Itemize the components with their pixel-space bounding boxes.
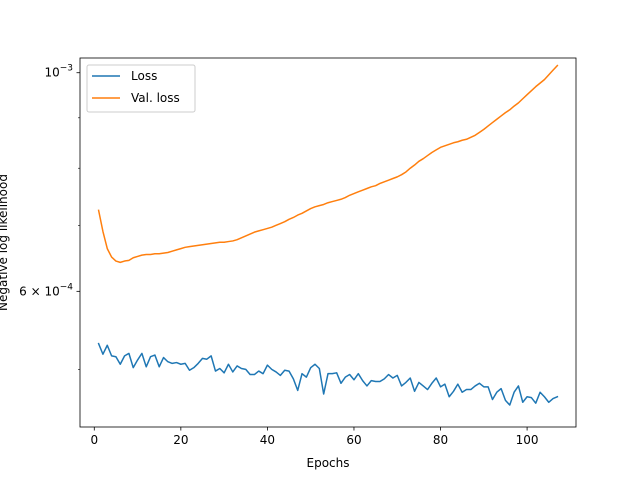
x-tick-label-60: 60 <box>346 433 361 447</box>
series-lines <box>97 64 559 406</box>
series-line-loss <box>97 342 559 406</box>
y-axis-label: Negative log likelihood <box>0 174 10 311</box>
legend-label-loss: Loss <box>131 69 157 83</box>
x-tick-label-20: 20 <box>173 433 188 447</box>
series-line-val-loss <box>97 64 559 264</box>
legend: Loss Val. loss <box>86 64 196 113</box>
legend-label-val-loss: Val. loss <box>131 91 180 105</box>
x-tick-label-40: 40 <box>260 433 275 447</box>
y-axis: 6 × 10−4 10−3 <box>19 64 80 370</box>
x-tick-label-80: 80 <box>433 433 448 447</box>
x-axis-label: Epochs <box>307 456 350 470</box>
x-tick-label-100: 100 <box>516 433 539 447</box>
plot-area <box>79 57 577 428</box>
y-tick-label-1: 10−3 <box>44 64 73 80</box>
axes-background <box>80 58 576 427</box>
axes-frame <box>79 57 577 428</box>
y-tick-label-0: 6 × 10−4 <box>19 282 73 298</box>
x-tick-label-0: 0 <box>90 433 98 447</box>
x-axis: 0 20 40 60 80 100 <box>90 427 539 447</box>
